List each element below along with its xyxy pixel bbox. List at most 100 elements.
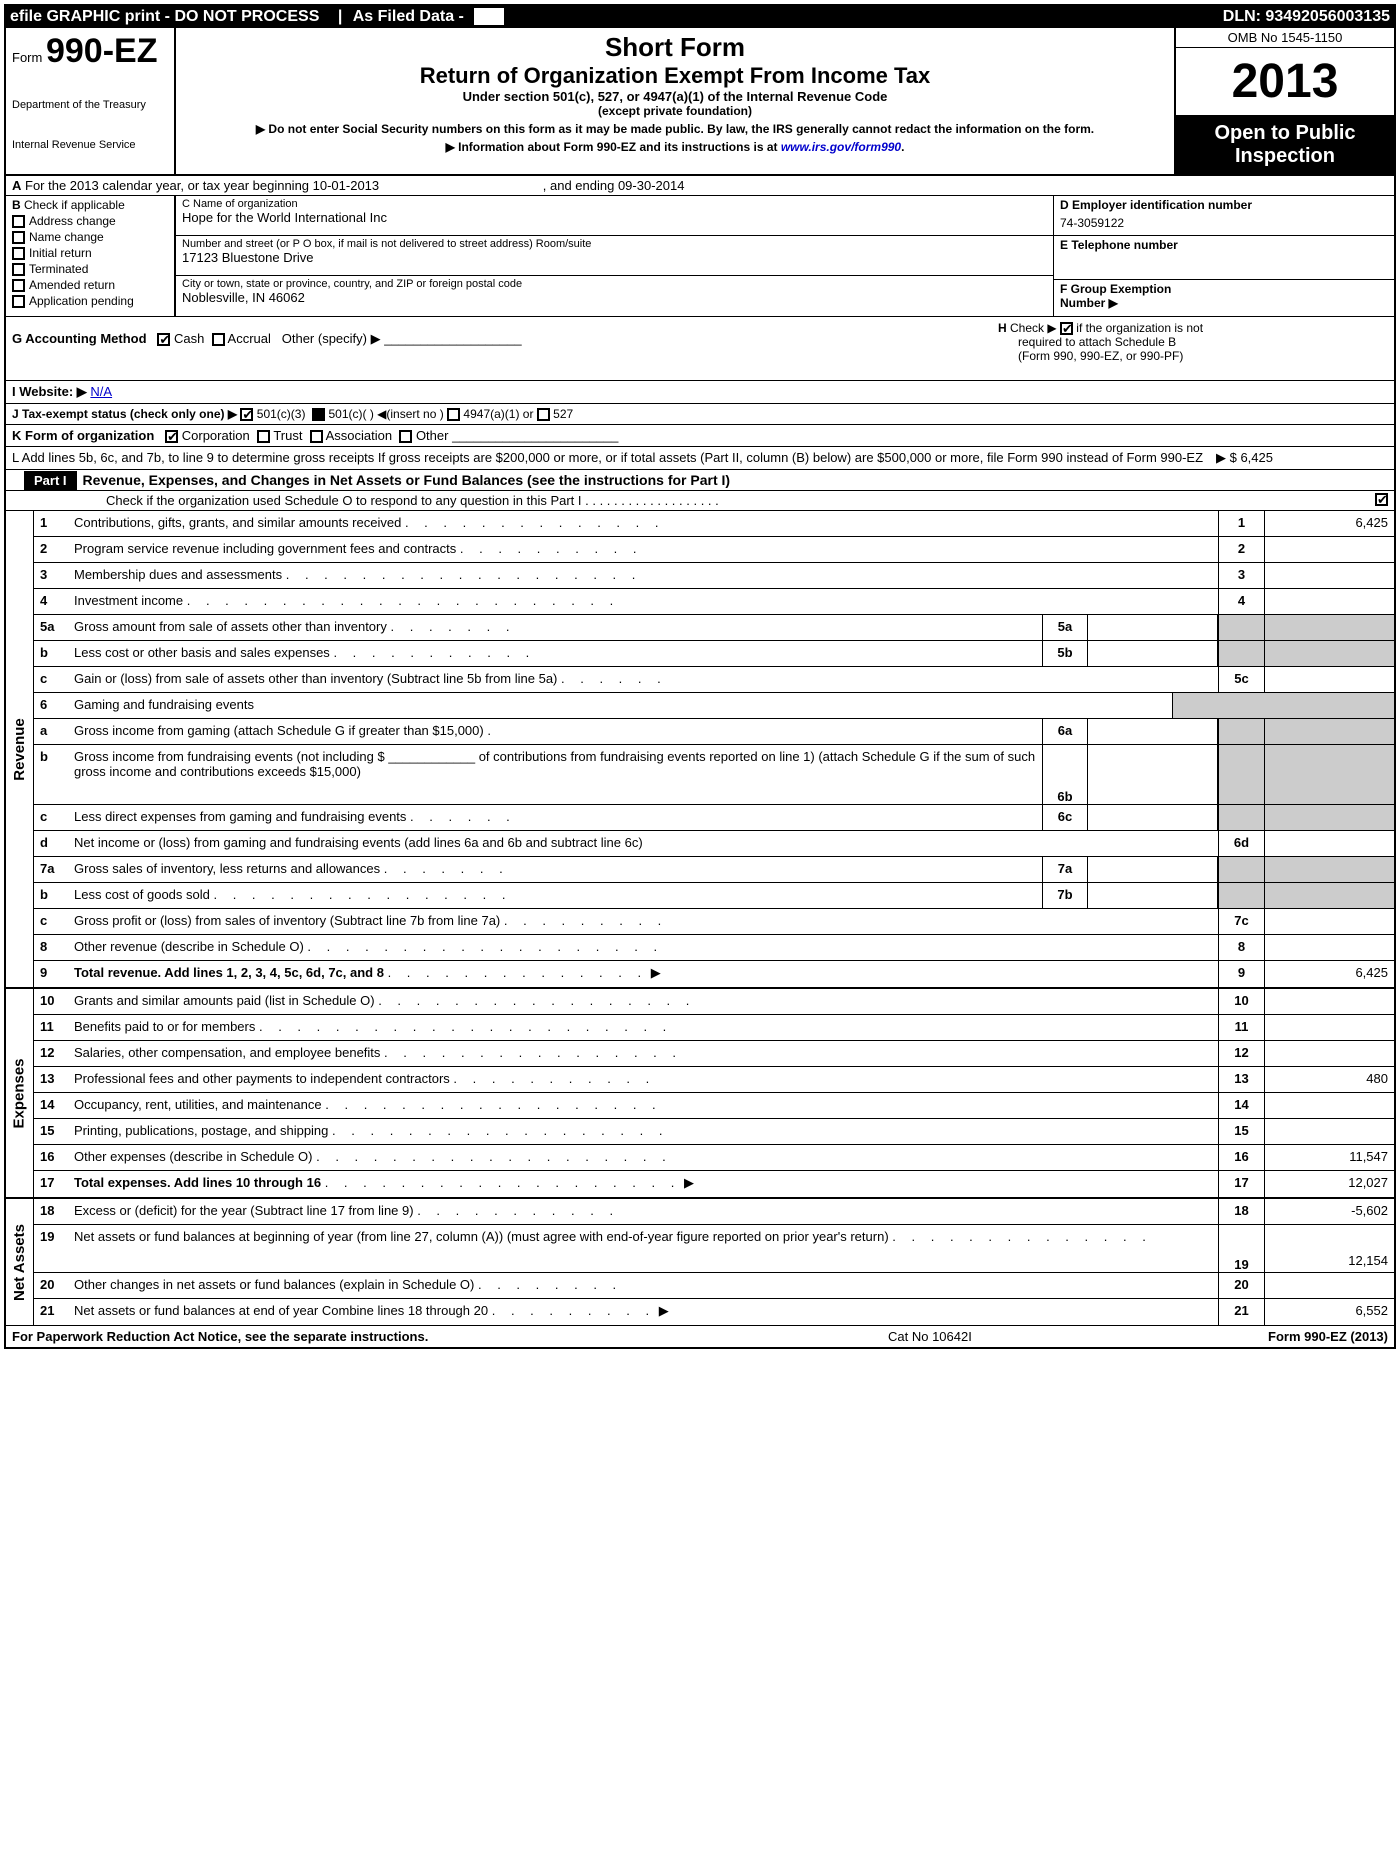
row-a-b: , and ending 09-30-2014 — [543, 178, 685, 193]
expenses-section: Expenses 10 Grants and similar amounts p… — [6, 989, 1394, 1199]
cb-h[interactable] — [1060, 322, 1073, 335]
line-6: 6 Gaming and fundraising events — [34, 693, 1394, 719]
g-lbl: G Accounting Method — [12, 331, 147, 346]
efile-label: efile GRAPHIC print - DO NOT PROCESS — [10, 8, 319, 25]
cb-trust[interactable] — [257, 430, 270, 443]
l-text: L Add lines 5b, 6c, and 7b, to line 9 to… — [12, 450, 1208, 466]
line-14: 14 Occupancy, rent, utilities, and maint… — [34, 1093, 1394, 1119]
c-street: Number and street (or P O box, if mail i… — [176, 236, 1053, 276]
header-right: OMB No 1545-1150 2013 Open to Public Ins… — [1174, 28, 1394, 174]
cb-initial[interactable]: Initial return — [12, 246, 168, 260]
line-5a: 5a Gross amount from sale of assets othe… — [34, 615, 1394, 641]
row-gh: G Accounting Method Cash Accrual Other (… — [6, 317, 1394, 381]
revenue-side: Revenue — [6, 511, 34, 987]
cb-other[interactable] — [399, 430, 412, 443]
f-lbl2: Number ▶ — [1060, 296, 1118, 310]
return-title: Return of Organization Exempt From Incom… — [184, 63, 1166, 89]
part-i-tag: Part I — [24, 471, 77, 490]
info-link[interactable]: www.irs.gov/form990 — [781, 140, 901, 154]
form-no: 990-EZ — [46, 32, 158, 70]
c-city-lbl: City or town, state or province, country… — [182, 278, 1047, 290]
line-1: 1 Contributions, gifts, grants, and simi… — [34, 511, 1394, 537]
col-c: C Name of organization Hope for the Worl… — [176, 196, 1054, 316]
form-pre: Form — [12, 50, 42, 65]
line-18: 18 Excess or (deficit) for the year (Sub… — [34, 1199, 1394, 1225]
info-pre: ▶ Information about Form 990-EZ and its … — [446, 140, 781, 154]
line-7c: c Gross profit or (loss) from sales of i… — [34, 909, 1394, 935]
line-5b: b Less cost or other basis and sales exp… — [34, 641, 1394, 667]
open-inspection: Open to Public Inspection — [1176, 116, 1394, 174]
j-lbl: J Tax-exempt status (check only one) ▶ — [12, 407, 237, 421]
box-f: F Group Exemption Number ▶ — [1054, 280, 1394, 312]
topbar: efile GRAPHIC print - DO NOT PROCESS | A… — [6, 6, 1394, 28]
cb-501c[interactable] — [312, 408, 325, 421]
box-d: D Employer identification number 74-3059… — [1054, 196, 1394, 236]
row-a-a: For the 2013 calendar year, or tax year … — [25, 178, 379, 193]
footer-form: Form 990-EZ (2013) — [1188, 1329, 1388, 1344]
d-val: 74-3059122 — [1060, 216, 1388, 230]
line-10: 10 Grants and similar amounts paid (list… — [34, 989, 1394, 1015]
box-e: E Telephone number — [1054, 236, 1394, 280]
open1: Open to Public — [1180, 122, 1390, 145]
topbar-left: efile GRAPHIC print - DO NOT PROCESS | A… — [10, 8, 1223, 26]
cb-pending[interactable]: Application pending — [12, 294, 168, 308]
line-15: 15 Printing, publications, postage, and … — [34, 1119, 1394, 1145]
row-j: J Tax-exempt status (check only one) ▶ 5… — [6, 404, 1394, 425]
line-7a: 7a Gross sales of inventory, less return… — [34, 857, 1394, 883]
i-lbl: I Website: ▶ — [12, 384, 87, 399]
row-l: L Add lines 5b, 6c, and 7b, to line 9 to… — [6, 447, 1394, 470]
row-k: K Form of organization Corporation Trust… — [6, 425, 1394, 447]
cb-schedo[interactable] — [1375, 493, 1388, 506]
cb-terminated[interactable]: Terminated — [12, 262, 168, 276]
expenses-rows: 10 Grants and similar amounts paid (list… — [34, 989, 1394, 1197]
cb-527[interactable] — [537, 408, 550, 421]
form-number: Form 990-EZ — [12, 32, 168, 71]
row-a-text: A For the 2013 calendar year, or tax yea… — [6, 176, 1394, 195]
c-name: C Name of organization Hope for the Worl… — [176, 196, 1053, 236]
cb-accrual[interactable] — [212, 333, 225, 346]
cb-corp[interactable] — [165, 430, 178, 443]
c-city-val: Noblesville, IN 46062 — [182, 290, 1047, 305]
short-form: Short Form — [184, 32, 1166, 63]
row-i: I Website: ▶ N/A — [6, 381, 1394, 404]
netassets-side: Net Assets — [6, 1199, 34, 1325]
footer: For Paperwork Reduction Act Notice, see … — [6, 1325, 1394, 1347]
cb-cash[interactable] — [157, 333, 170, 346]
c-city: City or town, state or province, country… — [176, 276, 1053, 316]
line-6a: a Gross income from gaming (attach Sched… — [34, 719, 1394, 745]
asfiled-blank — [474, 8, 504, 25]
revenue-section: Revenue 1 Contributions, gifts, grants, … — [6, 511, 1394, 989]
line-8: 8 Other revenue (describe in Schedule O)… — [34, 935, 1394, 961]
line-4: 4 Investment income . . . . . . . . . . … — [34, 589, 1394, 615]
cb-name[interactable]: Name change — [12, 230, 168, 244]
line-5c: c Gain or (loss) from sale of assets oth… — [34, 667, 1394, 693]
f-lbl: F Group Exemption — [1060, 282, 1171, 296]
line-17: 17 Total expenses. Add lines 10 through … — [34, 1171, 1394, 1197]
line-16: 16 Other expenses (describe in Schedule … — [34, 1145, 1394, 1171]
asfiled-pre: | — [338, 8, 342, 25]
col-b: B Check if applicable Address change Nam… — [6, 196, 176, 316]
netassets-rows: 18 Excess or (deficit) for the year (Sub… — [34, 1199, 1394, 1325]
i-val[interactable]: N/A — [90, 384, 112, 399]
header-left: Form 990-EZ Department of the Treasury I… — [6, 28, 176, 174]
g-accounting: G Accounting Method Cash Accrual Other (… — [12, 321, 998, 376]
form-page: efile GRAPHIC print - DO NOT PROCESS | A… — [4, 4, 1396, 1349]
revenue-rows: 1 Contributions, gifts, grants, and simi… — [34, 511, 1394, 987]
line-19: 19 Net assets or fund balances at beginn… — [34, 1225, 1394, 1273]
cb-amended[interactable]: Amended return — [12, 278, 168, 292]
footer-left: For Paperwork Reduction Act Notice, see … — [12, 1329, 888, 1344]
year: 2013 — [1176, 48, 1394, 116]
dln: DLN: 93492056003135 — [1223, 8, 1390, 26]
h-check: H Check ▶ if the organization is not req… — [998, 321, 1388, 376]
cb-4947[interactable] — [447, 408, 460, 421]
line-2: 2 Program service revenue including gove… — [34, 537, 1394, 563]
line-7b: b Less cost of goods sold . . . . . . . … — [34, 883, 1394, 909]
cb-assoc[interactable] — [310, 430, 323, 443]
cb-501c3[interactable] — [240, 408, 253, 421]
col-de: D Employer identification number 74-3059… — [1054, 196, 1394, 316]
part-i-title: Revenue, Expenses, and Changes in Net As… — [77, 470, 1394, 490]
header-center: Short Form Return of Organization Exempt… — [176, 28, 1174, 174]
info-note: ▶ Information about Form 990-EZ and its … — [184, 140, 1166, 154]
c-name-lbl: C Name of organization — [182, 198, 1047, 210]
cb-address[interactable]: Address change — [12, 214, 168, 228]
